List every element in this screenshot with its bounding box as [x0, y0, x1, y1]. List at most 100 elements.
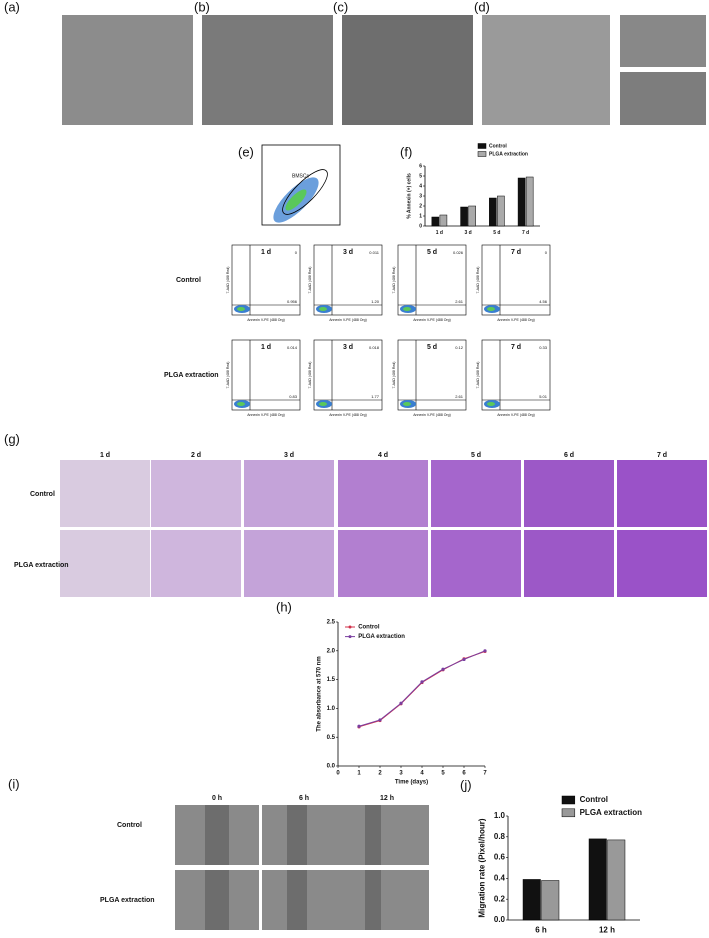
day-label: 3 d — [343, 344, 353, 351]
y-axis-label: The absorbance at 570 nm — [316, 656, 322, 731]
legend-swatch — [348, 635, 352, 639]
stain-image — [617, 530, 707, 597]
q3-value: 5.01 — [539, 394, 548, 399]
scratch-image — [345, 870, 429, 930]
y-tick-label: 1.5 — [327, 677, 336, 683]
y-tick-label: 0.0 — [494, 915, 506, 924]
cell-cloud — [285, 189, 307, 211]
q3-value: 4.56 — [539, 299, 548, 304]
flow-plot — [231, 339, 301, 411]
y-tick-label: 4 — [419, 183, 422, 189]
stain-image — [524, 530, 614, 597]
x-tick-label: 4 — [420, 771, 424, 777]
flow-plot — [397, 339, 467, 411]
panel-label: (g) — [4, 431, 20, 446]
bar — [607, 839, 626, 921]
q2-value: 0.33 — [539, 345, 548, 350]
line — [358, 650, 486, 728]
x-tick-label: 0 — [336, 771, 340, 777]
day-label: 2 d — [191, 452, 201, 459]
day-label: 6 d — [564, 452, 574, 459]
q3-value: 1.77 — [371, 394, 380, 399]
stain-image — [60, 460, 150, 527]
y-tick-label: 3 — [419, 193, 422, 199]
y-axis-label: 7-AAD (488 Red) — [226, 267, 230, 294]
stain-image — [151, 530, 241, 597]
flow-plot — [231, 244, 301, 316]
day-label: 5 d — [471, 452, 481, 459]
y-axis-label: 7-AAD (488 Red) — [476, 362, 480, 389]
day-label: 1 d — [261, 344, 271, 351]
y-axis-label: 7-AAD (488 Red) — [308, 362, 312, 389]
flow-plot — [481, 244, 551, 316]
q2-value: 0 — [545, 250, 548, 255]
x-tick-label: 3 d — [465, 230, 472, 236]
bar — [525, 176, 534, 227]
day-label: 7 d — [511, 249, 521, 256]
point — [462, 657, 466, 662]
flow-plot — [397, 244, 467, 316]
panel-label: (d) — [474, 0, 490, 14]
legend-label: Control — [580, 795, 608, 804]
q2-value: 0.018 — [369, 345, 380, 350]
flow-plot — [481, 339, 551, 411]
q3-value: 0.956 — [287, 299, 298, 304]
y-tick-label: 1 — [419, 213, 422, 219]
panel-label: (c) — [333, 0, 348, 14]
x-axis-label: Annexin V-PE (488 Org) — [497, 413, 535, 417]
stain-image — [151, 460, 241, 527]
bar — [439, 214, 448, 227]
y-axis-label: 7-AAD (488 Red) — [308, 267, 312, 294]
q2-value: 0.014 — [287, 345, 298, 350]
legend-swatch — [477, 151, 487, 157]
legend-swatch — [477, 143, 487, 149]
x-tick-label: 5 — [441, 771, 445, 777]
y-axis-label: 7-AAD (488 Red) — [392, 267, 396, 294]
legend-label: Control — [489, 143, 507, 149]
legend-label: PLGA extraction — [580, 808, 642, 817]
scratch-gap — [287, 870, 307, 930]
x-axis-label: Annexin V-PE (488 Org) — [329, 413, 367, 417]
point — [399, 701, 403, 705]
gate — [282, 169, 328, 215]
y-tick-label: 2.5 — [327, 620, 336, 626]
bar — [588, 838, 607, 921]
point — [378, 718, 382, 722]
cell-cloud — [237, 402, 245, 406]
point — [420, 680, 424, 684]
q3-value: 1.20 — [371, 299, 380, 304]
q2-value: 0.011 — [369, 250, 379, 255]
y-tick-label: 5 — [419, 173, 422, 179]
q3-value: 2.61 — [455, 394, 464, 399]
cell-cloud — [487, 402, 495, 406]
y-axis-label: 7-AAD (488 Red) — [392, 362, 396, 389]
x-tick-label: 1 — [357, 771, 361, 777]
scratch-gap — [205, 805, 229, 865]
day-label: 3 d — [343, 249, 353, 256]
y-tick-label: 0 — [419, 223, 422, 229]
x-axis-label: Annexin V-PE (488 Org) — [413, 413, 451, 417]
stain-image — [338, 530, 428, 597]
cell-cloud — [403, 402, 411, 406]
sem-zoom — [620, 15, 706, 67]
x-tick-label: 1 d — [436, 230, 443, 236]
sem-image — [62, 15, 193, 125]
panel-label: (a) — [4, 0, 20, 14]
cell-cloud — [403, 307, 411, 311]
q3-value: 0.83 — [289, 394, 298, 399]
cell-cloud — [319, 402, 327, 406]
legend-swatch — [348, 625, 352, 629]
row-label: Control — [117, 822, 142, 829]
point — [441, 667, 445, 671]
row-label: PLGA extraction — [100, 897, 155, 904]
y-tick-label: 0.0 — [327, 764, 336, 770]
row-label: PLGA extraction — [14, 562, 69, 569]
x-axis-label: Annexin V-PE (488 Org) — [413, 318, 451, 322]
x-tick-label: 6 — [462, 771, 466, 777]
scratch-gap — [365, 870, 381, 930]
panel-label: (h) — [276, 599, 292, 614]
day-label: 1 d — [100, 452, 110, 459]
x-tick-label: 12 h — [599, 926, 615, 935]
y-tick-label: 2 — [419, 203, 422, 209]
